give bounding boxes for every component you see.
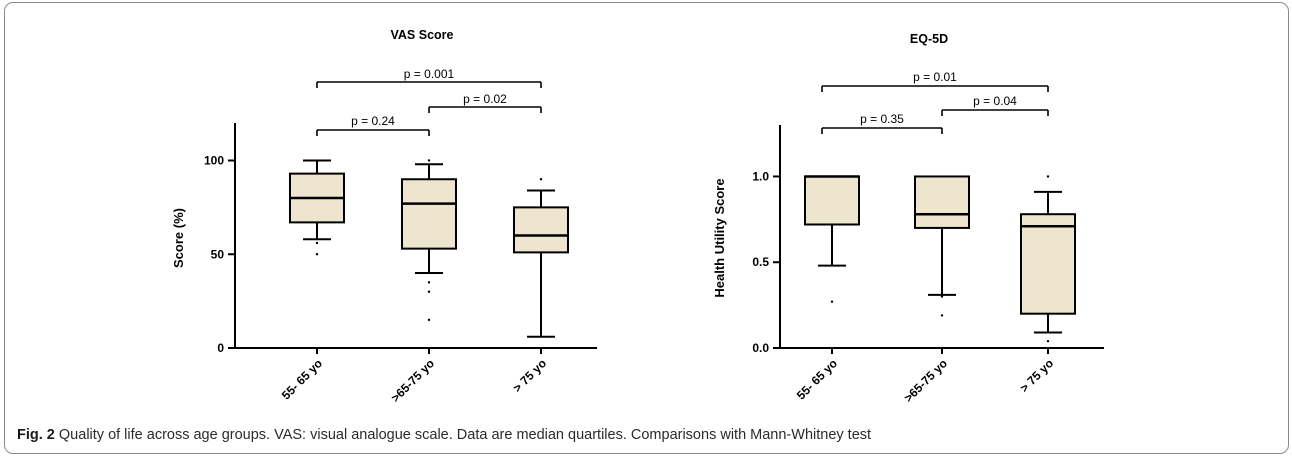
- x-tick-label: 55- 65 yo: [279, 356, 325, 402]
- outlier-point: [427, 159, 431, 162]
- p-value-label: p = 0.24: [351, 114, 395, 128]
- x-tick-label: 55- 65 yo: [794, 356, 840, 402]
- box-iqr: [914, 175, 970, 229]
- p-value-label: p = 0.02: [463, 92, 507, 106]
- x-tick-label: >65-75 yo: [901, 356, 950, 405]
- p-value-label: p = 0.001: [404, 67, 455, 81]
- x-tick-label: > 75 yo: [1017, 356, 1056, 395]
- p-value-label: p = 0.01: [913, 70, 957, 84]
- x-tick-label: >65-75 yo: [388, 356, 437, 405]
- outlier-point: [539, 178, 543, 181]
- chart-vas: VAS Score Score (%) 0 50 100 55- 65 yo >65-75 …: [171, 28, 597, 405]
- y-axis-label: Score (%): [171, 208, 186, 268]
- outlier-point: [940, 295, 944, 298]
- box-1: [289, 159, 345, 256]
- outlier-point: [1046, 175, 1050, 178]
- comparison-bracket: p = 0.001: [316, 67, 542, 88]
- box-2: [914, 175, 970, 317]
- box-3: [513, 178, 569, 338]
- y-tick-label: 100: [204, 154, 224, 168]
- box-iqr: [804, 175, 860, 226]
- outlier-point: [427, 281, 431, 284]
- outlier-point: [427, 290, 431, 293]
- outlier-point: [315, 241, 319, 245]
- y-tick-label: 0.0: [752, 341, 769, 355]
- charts-canvas: VAS Score Score (%) 0 50 100 55- 65 yo >65-75 …: [171, 28, 1104, 405]
- outlier-point: [427, 318, 431, 322]
- outlier-point: [315, 253, 319, 256]
- outlier-point: [830, 300, 834, 303]
- comparison-bracket: p = 0.01: [821, 70, 1049, 92]
- box-3: [1020, 175, 1076, 343]
- chart-title: VAS Score: [391, 28, 454, 42]
- y-tick-label: 50: [211, 247, 225, 261]
- y-tick-label: 1.0: [752, 169, 769, 183]
- figure-caption: Fig. 2 Quality of life across age groups…: [17, 427, 871, 443]
- caption-text: Quality of life across age groups. VAS: …: [58, 427, 872, 443]
- y-tick-label: 0: [217, 341, 224, 355]
- box-iqr: [401, 178, 457, 250]
- outlier-point: [1046, 339, 1050, 343]
- chart-title: EQ-5D: [910, 32, 948, 46]
- chart-eq5d: EQ-5D Health Utility Score 0.0 0.5 1.0 55- 65…: [712, 32, 1104, 405]
- y-axis-label: Health Utility Score: [712, 178, 727, 297]
- p-value-label: p = 0.04: [973, 94, 1017, 108]
- caption-label: Fig. 2: [17, 427, 55, 443]
- x-tick-label: > 75 yo: [510, 356, 549, 395]
- box-2: [401, 159, 457, 322]
- figure-frame: VAS Score Score (%) 0 50 100 55- 65 yo >65-75 …: [4, 2, 1289, 454]
- box-iqr: [513, 206, 569, 254]
- box-iqr: [1020, 213, 1076, 315]
- box-1: [804, 175, 860, 303]
- p-value-label: p = 0.35: [860, 112, 904, 126]
- comparison-bracket: p = 0.24: [316, 114, 430, 136]
- outlier-point: [940, 314, 944, 317]
- comparison-bracket: p = 0.02: [428, 92, 542, 113]
- comparison-bracket: p = 0.35: [821, 112, 943, 134]
- comparison-bracket: p = 0.04: [941, 94, 1049, 116]
- y-tick-label: 0.5: [752, 255, 769, 269]
